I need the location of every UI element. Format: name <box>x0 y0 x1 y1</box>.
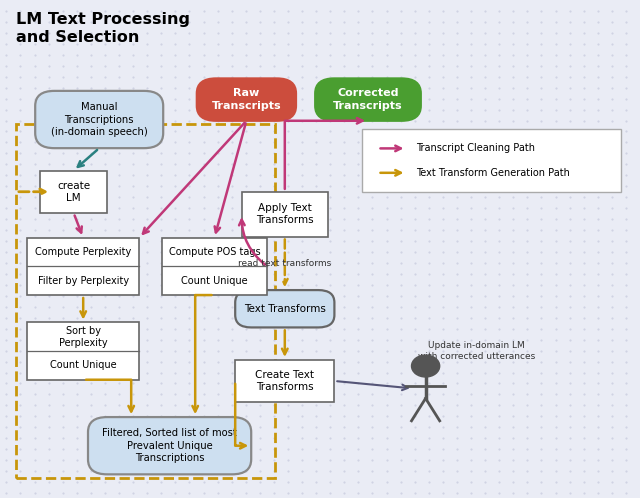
Text: Update in-domain LM
with corrected utterances: Update in-domain LM with corrected utter… <box>418 342 536 361</box>
Text: Sort by
Perplexity: Sort by Perplexity <box>59 326 108 348</box>
FancyBboxPatch shape <box>35 91 163 148</box>
Text: Transcript Cleaning Path: Transcript Cleaning Path <box>416 143 535 153</box>
Text: Corrected
Transcripts: Corrected Transcripts <box>333 89 403 111</box>
Text: Text Transforms: Text Transforms <box>244 304 326 314</box>
Text: read text transforms: read text transforms <box>238 259 332 268</box>
Text: LM Text Processing
and Selection: LM Text Processing and Selection <box>16 12 190 45</box>
Text: Filtered, Sorted list of most
Prevalent Unique
Transcriptions: Filtered, Sorted list of most Prevalent … <box>102 428 237 463</box>
Text: Count Unique: Count Unique <box>50 361 116 371</box>
Text: Create Text
Transforms: Create Text Transforms <box>255 370 314 392</box>
FancyBboxPatch shape <box>40 170 107 213</box>
Circle shape <box>412 355 440 377</box>
Text: Compute Perplexity: Compute Perplexity <box>35 247 131 257</box>
Text: create
LM: create LM <box>57 181 90 203</box>
Text: Compute POS tags: Compute POS tags <box>168 247 260 257</box>
Text: Apply Text
Transforms: Apply Text Transforms <box>256 203 314 225</box>
FancyBboxPatch shape <box>161 238 268 295</box>
Text: Filter by Perplexity: Filter by Perplexity <box>38 276 129 286</box>
FancyBboxPatch shape <box>315 78 421 121</box>
Text: Text Transform Generation Path: Text Transform Generation Path <box>416 168 570 178</box>
Text: Raw
Transcripts: Raw Transcripts <box>212 89 281 111</box>
FancyBboxPatch shape <box>28 238 140 295</box>
FancyBboxPatch shape <box>242 192 328 237</box>
Text: Manual
Transcriptions
(in-domain speech): Manual Transcriptions (in-domain speech) <box>51 102 148 137</box>
FancyBboxPatch shape <box>236 360 334 402</box>
FancyBboxPatch shape <box>197 78 296 121</box>
FancyBboxPatch shape <box>236 290 334 328</box>
Text: Count Unique: Count Unique <box>181 276 248 286</box>
FancyBboxPatch shape <box>362 129 621 192</box>
FancyBboxPatch shape <box>28 323 140 379</box>
FancyBboxPatch shape <box>88 417 252 474</box>
